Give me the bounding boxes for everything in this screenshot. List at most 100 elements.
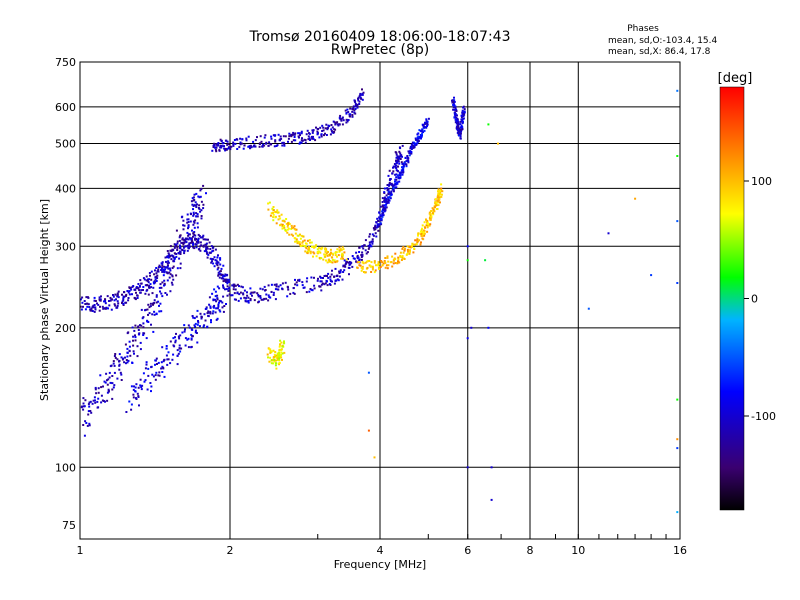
data-point (402, 251, 405, 254)
data-point (466, 245, 469, 248)
data-point (327, 126, 329, 129)
data-point (213, 265, 216, 268)
data-point (301, 284, 304, 287)
data-point (164, 266, 167, 269)
data-point (178, 236, 181, 239)
data-point (676, 220, 679, 223)
data-point (283, 351, 286, 354)
data-point (381, 214, 384, 216)
data-point (171, 267, 174, 269)
data-point (300, 244, 303, 247)
data-point (359, 94, 362, 97)
data-point (357, 99, 360, 102)
data-point (225, 288, 228, 291)
data-point (330, 130, 333, 133)
data-point (145, 279, 148, 282)
data-point (326, 284, 329, 287)
data-point (181, 241, 184, 244)
y-tick-label: 400 (55, 182, 76, 195)
data-point (296, 240, 299, 243)
data-point (198, 207, 201, 210)
data-point (435, 201, 438, 204)
data-point (318, 136, 321, 139)
data-point (313, 276, 315, 279)
data-point (203, 313, 206, 316)
data-point (387, 201, 390, 204)
data-point (154, 378, 157, 381)
data-point (360, 266, 363, 269)
data-point (389, 194, 392, 197)
data-point (428, 211, 431, 214)
data-point (423, 221, 426, 224)
data-point (82, 397, 85, 400)
data-point (191, 328, 194, 331)
data-point (176, 349, 179, 352)
data-point (284, 281, 287, 284)
data-point (279, 217, 282, 220)
data-point (257, 293, 260, 296)
data-point (217, 271, 220, 274)
data-point (273, 145, 276, 148)
data-point (401, 256, 404, 259)
data-point (381, 197, 384, 200)
data-point (293, 292, 296, 295)
data-point (227, 143, 230, 146)
data-point (249, 292, 252, 295)
data-point (369, 265, 372, 268)
data-point (352, 257, 355, 260)
data-point (302, 286, 305, 289)
data-point (165, 354, 168, 357)
data-point (460, 118, 463, 121)
data-point (398, 157, 401, 160)
data-point (160, 310, 163, 313)
data-point (418, 136, 421, 138)
data-point (198, 204, 201, 207)
data-point (298, 142, 301, 145)
data-point (676, 447, 679, 450)
data-point (336, 248, 339, 251)
data-point (361, 93, 364, 96)
data-point (200, 187, 203, 190)
data-point (199, 210, 202, 213)
data-point (216, 256, 219, 259)
data-point (187, 225, 190, 228)
data-point (356, 266, 359, 269)
data-point (138, 285, 141, 287)
data-point (383, 199, 386, 202)
data-point (315, 126, 317, 129)
data-point (197, 320, 199, 322)
data-point (162, 274, 165, 277)
data-point (233, 283, 236, 286)
data-point (139, 279, 142, 282)
data-point (368, 233, 371, 236)
data-point (384, 209, 387, 212)
data-point (330, 261, 333, 264)
data-point (170, 249, 173, 252)
data-point (152, 286, 155, 289)
data-point (216, 307, 219, 310)
data-point (459, 120, 462, 123)
data-point (140, 386, 143, 388)
data-point (433, 206, 436, 209)
data-point (217, 274, 220, 277)
data-point (412, 251, 415, 254)
data-point (434, 204, 437, 207)
data-point (371, 265, 374, 268)
data-point (166, 250, 169, 252)
data-point (173, 345, 176, 348)
data-point (417, 232, 420, 235)
data-point (377, 229, 380, 232)
data-point (192, 214, 195, 217)
data-point (180, 241, 183, 244)
data-point (108, 304, 111, 307)
data-point (104, 400, 106, 403)
data-point (393, 163, 396, 165)
data-point (204, 308, 207, 310)
data-point (169, 290, 172, 293)
data-point (307, 246, 310, 248)
data-point (235, 138, 238, 141)
data-point (161, 262, 164, 265)
data-point (187, 337, 190, 340)
data-point (142, 322, 145, 325)
data-point (415, 138, 417, 141)
